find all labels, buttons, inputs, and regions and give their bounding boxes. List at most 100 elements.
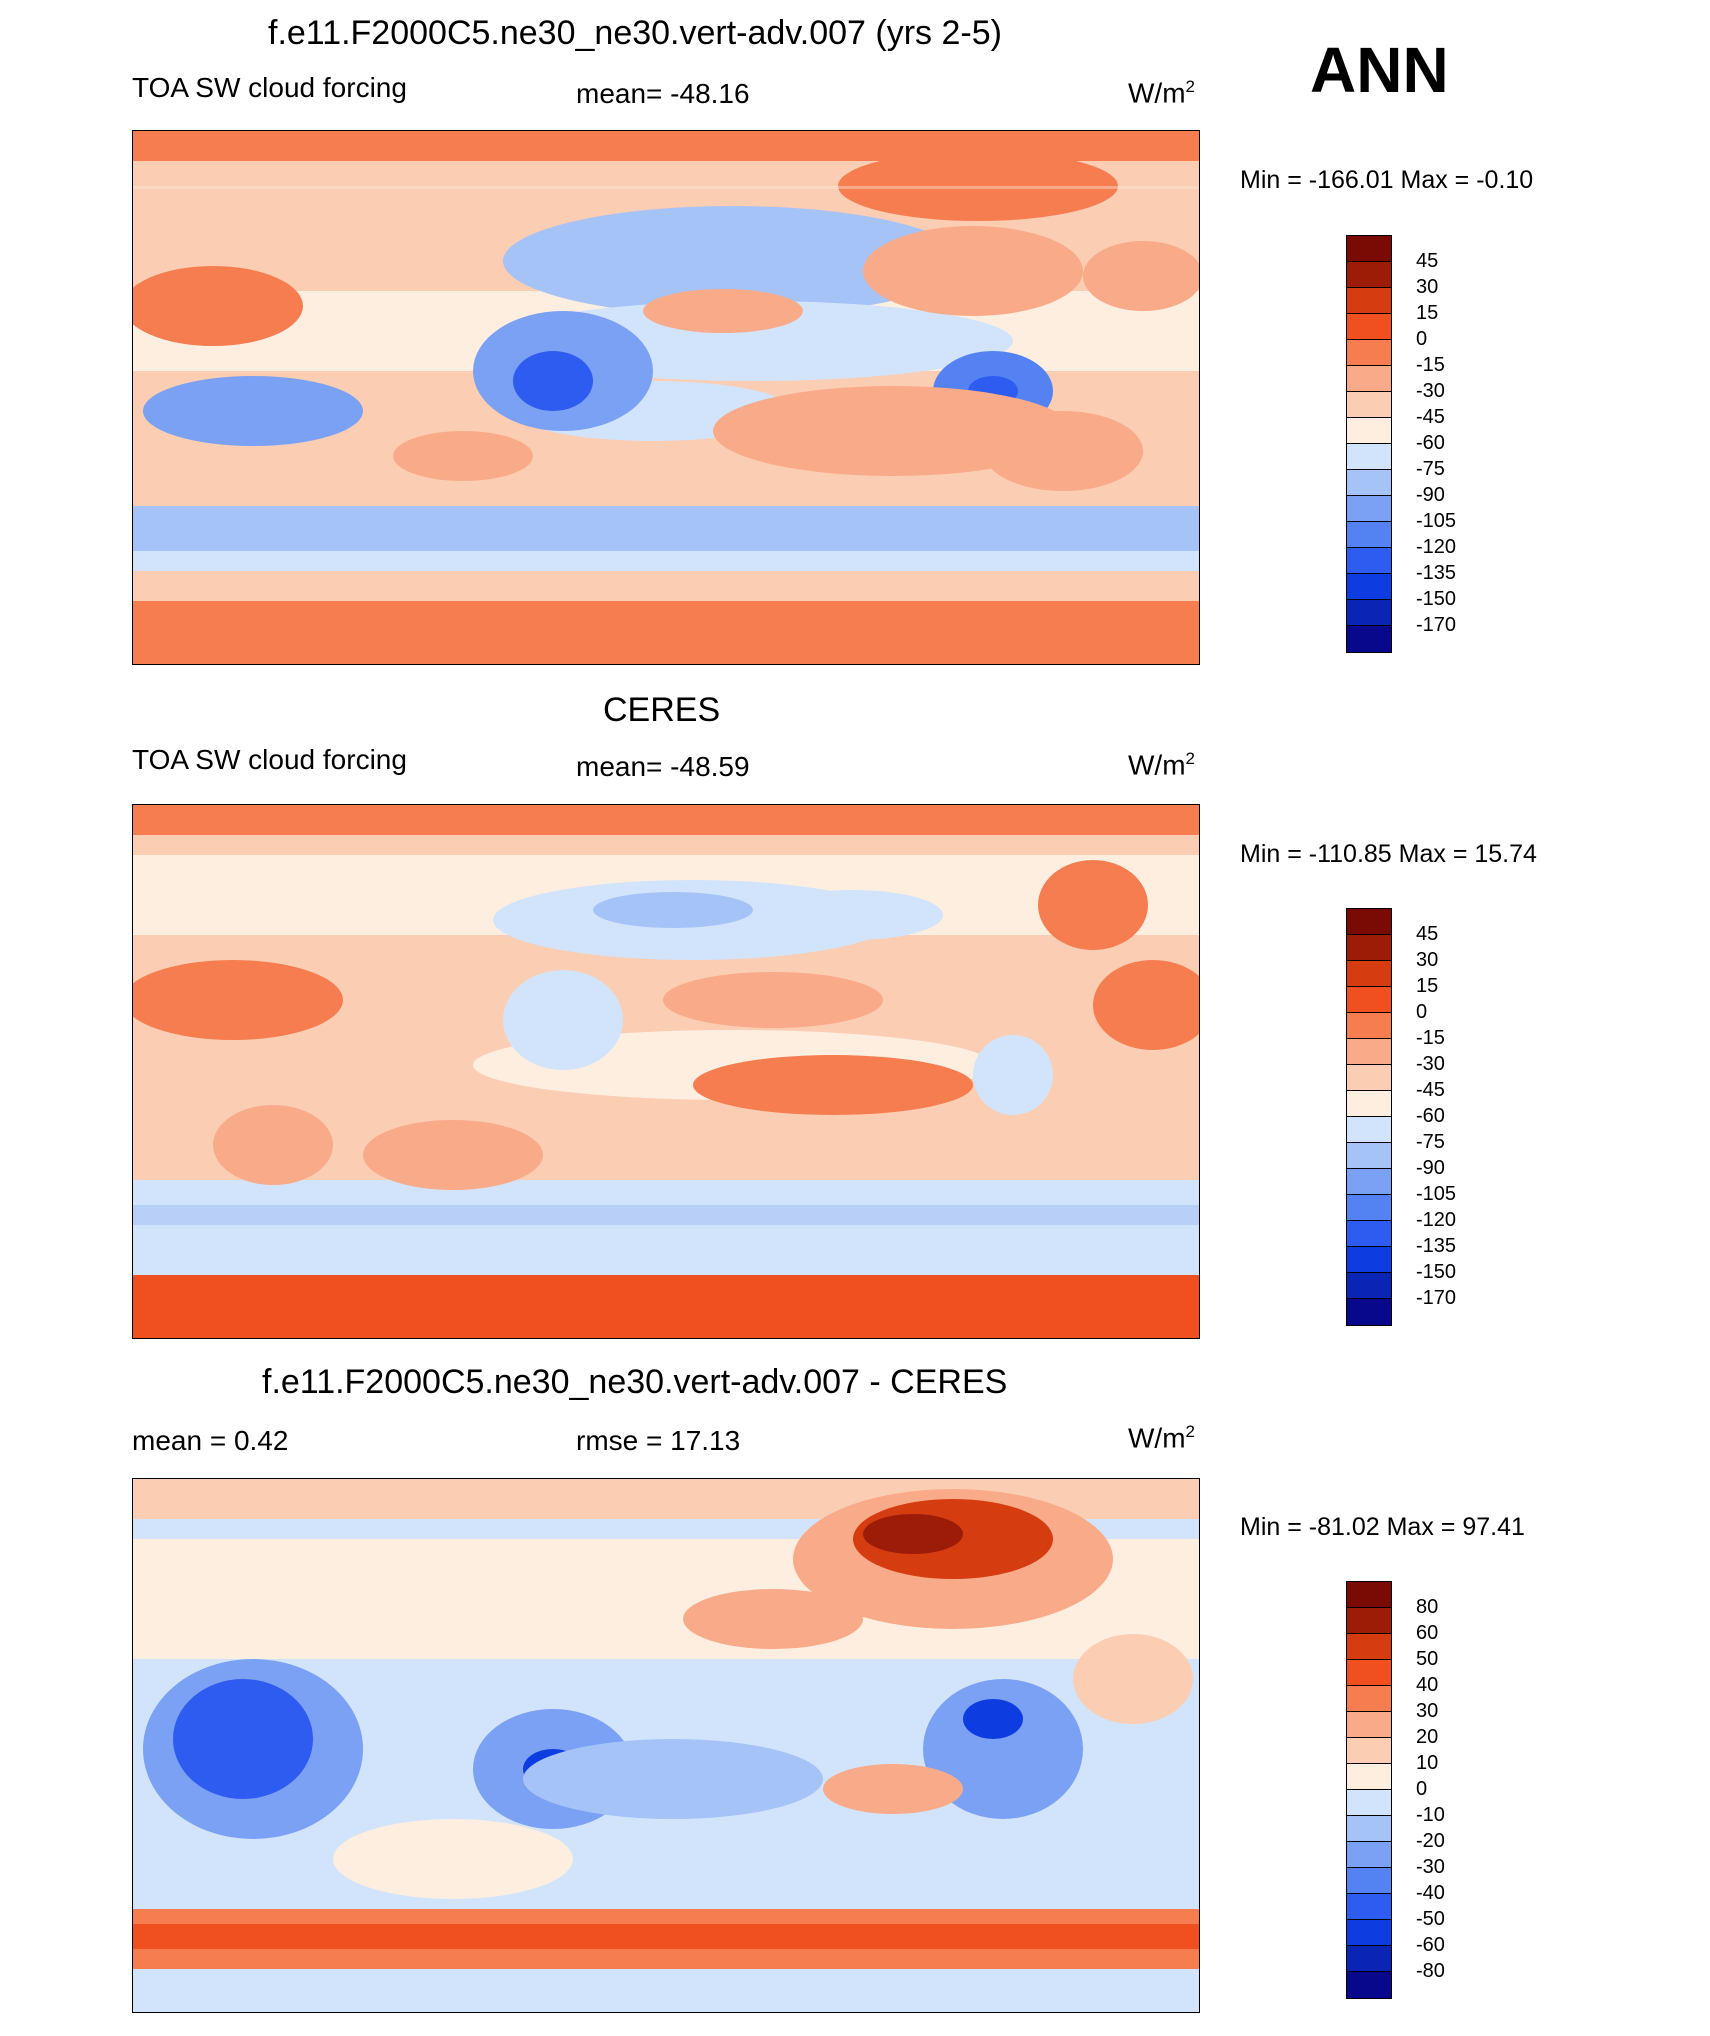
colorbar-swatch (1347, 1764, 1391, 1790)
panel1-colorbar (1346, 235, 1392, 653)
panel1-title: f.e11.F2000C5.ne30_ne30.vert-adv.007 (yr… (268, 14, 1002, 52)
colorbar-tick-label: -60 (1416, 1105, 1445, 1127)
colorbar-swatch (1347, 1920, 1391, 1946)
colorbar-swatch (1347, 1634, 1391, 1660)
colorbar-tick-label: 30 (1416, 1700, 1439, 1722)
colorbar-tick-label: -45 (1416, 406, 1445, 428)
colorbar-tick-label: 40 (1416, 1674, 1439, 1696)
colorbar-tick-label: -30 (1416, 380, 1445, 402)
panel3-minmax: Min = -81.02 Max = 97.41 (1240, 1513, 1525, 1541)
colorbar-swatch (1347, 496, 1391, 522)
colorbar-tick-label: -20 (1416, 1830, 1445, 1852)
colorbar-tick-label: 60 (1416, 1622, 1439, 1644)
colorbar-swatch (1347, 314, 1391, 340)
colorbar-swatch (1347, 288, 1391, 314)
colorbar-swatch (1347, 1247, 1391, 1273)
colorbar-tick-label: -45 (1416, 1079, 1445, 1101)
colorbar-tick-label: 0 (1416, 1001, 1428, 1023)
panel2-minmax: Min = -110.85 Max = 15.74 (1240, 840, 1537, 868)
panel3-colorbar (1346, 1581, 1392, 1999)
colorbar-swatch (1347, 262, 1391, 288)
colorbar-tick-label: -90 (1416, 1157, 1445, 1179)
colorbar-tick-label: 15 (1416, 302, 1439, 324)
colorbar-tick-label: 30 (1416, 276, 1439, 298)
colorbar-swatch (1347, 1946, 1391, 1972)
colorbar-swatch (1347, 935, 1391, 961)
colorbar-tick-label: -135 (1416, 1235, 1457, 1257)
panel2-units: W/m2 (1128, 749, 1195, 781)
colorbar-swatch (1347, 909, 1391, 935)
colorbar-tick-label: 80 (1416, 1596, 1439, 1618)
colorbar-swatch (1347, 444, 1391, 470)
panel3-map (132, 1478, 1200, 2013)
colorbar-tick-label: -75 (1416, 1131, 1445, 1153)
colorbar-tick-label: -80 (1416, 1960, 1445, 1982)
panel3-units: W/m2 (1128, 1422, 1195, 1454)
colorbar-tick-label: -50 (1416, 1908, 1445, 1930)
colorbar-tick-label: 20 (1416, 1726, 1439, 1748)
colorbar-swatch (1347, 1894, 1391, 1920)
panel2-mean-label: mean= -48.59 (576, 751, 750, 782)
colorbar-swatch (1347, 1816, 1391, 1842)
colorbar-swatch (1347, 1117, 1391, 1143)
colorbar-swatch (1347, 574, 1391, 600)
panel2-map (132, 804, 1200, 1339)
colorbar-tick-label: -150 (1416, 1261, 1457, 1283)
panel2-variable-label: TOA SW cloud forcing (132, 744, 407, 775)
colorbar-swatch (1347, 1169, 1391, 1195)
panel1-map-field (133, 131, 1199, 664)
colorbar-swatch (1347, 1738, 1391, 1764)
colorbar-tick-label: 0 (1416, 1778, 1428, 1800)
colorbar-swatch (1347, 987, 1391, 1013)
colorbar-tick-label: -120 (1416, 1209, 1457, 1231)
colorbar-swatch (1347, 1660, 1391, 1686)
colorbar-swatch (1347, 366, 1391, 392)
colorbar-tick-label: -10 (1416, 1804, 1445, 1826)
colorbar-swatch (1347, 1143, 1391, 1169)
colorbar-tick-label: -15 (1416, 354, 1445, 376)
panel1-map (132, 130, 1200, 665)
panel3-map-field (133, 1479, 1199, 2012)
colorbar-tick-label: -15 (1416, 1027, 1445, 1049)
colorbar-tick-label: -170 (1416, 1287, 1457, 1309)
panel1-units: W/m2 (1128, 77, 1195, 109)
colorbar-tick-label: -30 (1416, 1856, 1445, 1878)
colorbar-swatch (1347, 1790, 1391, 1816)
colorbar-tick-label: 50 (1416, 1648, 1439, 1670)
colorbar-swatch (1347, 1013, 1391, 1039)
colorbar-swatch (1347, 1221, 1391, 1247)
colorbar-tick-label: -30 (1416, 1053, 1445, 1075)
colorbar-swatch (1347, 1582, 1391, 1608)
panel3-rmse-label: rmse = 17.13 (576, 1425, 741, 1456)
colorbar-tick-label: -75 (1416, 458, 1445, 480)
colorbar-swatch (1347, 470, 1391, 496)
colorbar-swatch (1347, 522, 1391, 548)
colorbar-swatch (1347, 1972, 1391, 1998)
colorbar-swatch (1347, 1842, 1391, 1868)
colorbar-swatch (1347, 1273, 1391, 1299)
colorbar-swatch (1347, 1868, 1391, 1894)
colorbar-swatch (1347, 1065, 1391, 1091)
colorbar-swatch (1347, 340, 1391, 366)
colorbar-tick-label: -150 (1416, 588, 1457, 610)
colorbar-tick-label: 0 (1416, 328, 1428, 350)
colorbar-tick-label: 10 (1416, 1752, 1439, 1774)
colorbar-swatch (1347, 1686, 1391, 1712)
colorbar-tick-label: -60 (1416, 1934, 1445, 1956)
colorbar-tick-label: -40 (1416, 1882, 1445, 1904)
panel1-mean-label: mean= -48.16 (576, 78, 750, 109)
colorbar-tick-label: -105 (1416, 510, 1457, 532)
colorbar-tick-label: -90 (1416, 484, 1445, 506)
colorbar-swatch (1347, 626, 1391, 652)
colorbar-tick-label: 30 (1416, 949, 1439, 971)
colorbar-swatch (1347, 418, 1391, 444)
colorbar-swatch (1347, 1091, 1391, 1117)
colorbar-swatch (1347, 1712, 1391, 1738)
colorbar-tick-label: 45 (1416, 923, 1439, 945)
colorbar-tick-label: -105 (1416, 1183, 1457, 1205)
colorbar-swatch (1347, 1299, 1391, 1325)
colorbar-swatch (1347, 548, 1391, 574)
season-label: ANN (1310, 34, 1449, 106)
colorbar-swatch (1347, 600, 1391, 626)
colorbar-tick-label: 15 (1416, 975, 1439, 997)
